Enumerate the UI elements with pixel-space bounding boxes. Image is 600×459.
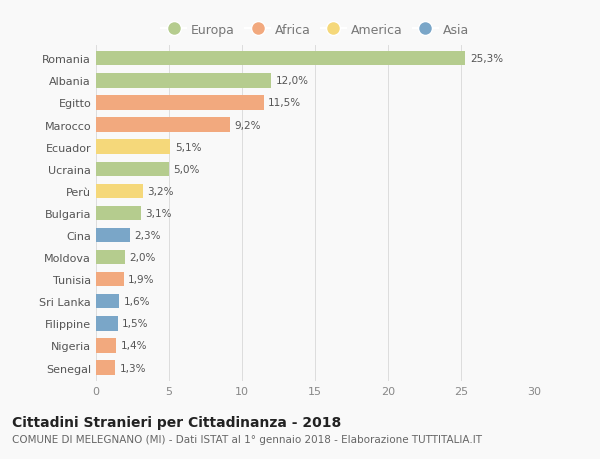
Bar — [96, 118, 230, 133]
Legend: Europa, Africa, America, Asia: Europa, Africa, America, Asia — [156, 19, 474, 42]
Bar — [96, 272, 124, 287]
Bar — [96, 361, 115, 375]
Bar — [96, 96, 264, 110]
Text: 5,1%: 5,1% — [175, 142, 202, 152]
Text: 1,4%: 1,4% — [121, 341, 148, 351]
Bar — [96, 74, 271, 88]
Bar — [96, 317, 118, 331]
Bar — [96, 162, 169, 177]
Bar — [96, 52, 466, 66]
Bar — [96, 228, 130, 243]
Text: 12,0%: 12,0% — [275, 76, 308, 86]
Text: 1,6%: 1,6% — [124, 297, 150, 307]
Bar — [96, 184, 143, 199]
Text: 1,9%: 1,9% — [128, 274, 155, 285]
Text: COMUNE DI MELEGNANO (MI) - Dati ISTAT al 1° gennaio 2018 - Elaborazione TUTTITAL: COMUNE DI MELEGNANO (MI) - Dati ISTAT al… — [12, 434, 482, 444]
Text: 3,2%: 3,2% — [147, 186, 173, 196]
Bar — [96, 140, 170, 155]
Text: 1,5%: 1,5% — [122, 319, 149, 329]
Text: 2,3%: 2,3% — [134, 230, 160, 241]
Text: 9,2%: 9,2% — [235, 120, 261, 130]
Bar — [96, 294, 119, 309]
Text: 1,3%: 1,3% — [119, 363, 146, 373]
Bar — [96, 339, 116, 353]
Bar — [96, 250, 125, 265]
Bar — [96, 206, 141, 221]
Text: 2,0%: 2,0% — [130, 252, 156, 263]
Text: Cittadini Stranieri per Cittadinanza - 2018: Cittadini Stranieri per Cittadinanza - 2… — [12, 415, 341, 429]
Text: 11,5%: 11,5% — [268, 98, 301, 108]
Text: 3,1%: 3,1% — [146, 208, 172, 218]
Text: 25,3%: 25,3% — [470, 54, 503, 64]
Text: 5,0%: 5,0% — [173, 164, 200, 174]
